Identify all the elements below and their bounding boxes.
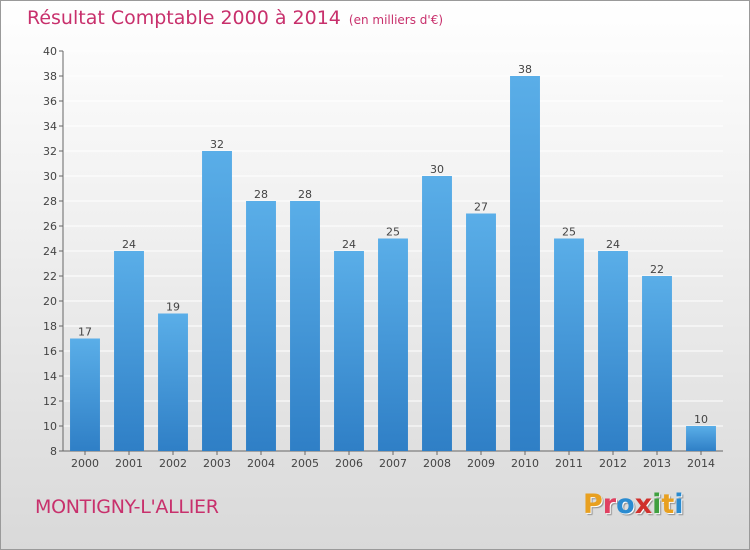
bar xyxy=(70,338,100,451)
bar xyxy=(686,426,716,451)
bar xyxy=(422,176,452,451)
bar-value-label: 30 xyxy=(430,163,444,176)
bar-value-label: 24 xyxy=(342,238,356,251)
commune-name: MONTIGNY-L'ALLIER xyxy=(35,496,219,518)
y-tick-label: 40 xyxy=(43,45,57,58)
bar-value-label: 17 xyxy=(78,326,92,339)
x-tick-label: 2004 xyxy=(247,457,275,470)
x-tick-label: 2012 xyxy=(599,457,627,470)
bar-value-label: 25 xyxy=(562,226,576,239)
logo-letter: i xyxy=(674,489,684,520)
x-tick-label: 2008 xyxy=(423,457,451,470)
bar xyxy=(510,76,540,451)
x-tick-label: 2000 xyxy=(71,457,99,470)
bar xyxy=(246,201,276,451)
y-tick-label: 24 xyxy=(43,245,57,258)
bar xyxy=(202,151,232,451)
bar-value-label: 19 xyxy=(166,301,180,314)
x-tick-label: 2010 xyxy=(511,457,539,470)
bar xyxy=(554,238,584,451)
x-tick-label: 2011 xyxy=(555,457,583,470)
y-tick-label: 8 xyxy=(50,445,57,458)
x-tick-label: 2003 xyxy=(203,457,231,470)
bar xyxy=(642,276,672,451)
x-tick-label: 2002 xyxy=(159,457,187,470)
y-tick-label: 20 xyxy=(43,295,57,308)
x-tick-label: 2007 xyxy=(379,457,407,470)
x-tick-label: 2001 xyxy=(115,457,143,470)
y-tick-label: 16 xyxy=(43,345,57,358)
y-tick-label: 36 xyxy=(43,95,57,108)
bar-value-label: 28 xyxy=(298,188,312,201)
proxiti-logo[interactable]: Proxiti xyxy=(583,489,684,520)
y-tick-label: 26 xyxy=(43,220,57,233)
y-tick-label: 12 xyxy=(43,395,57,408)
chart-subtitle: (en milliers d'€) xyxy=(348,13,444,27)
logo-letter: P xyxy=(583,489,603,520)
x-tick-label: 2005 xyxy=(291,457,319,470)
logo-letter: i xyxy=(652,489,662,520)
bar xyxy=(290,201,320,451)
bar-value-label: 27 xyxy=(474,201,488,214)
bar-value-label: 38 xyxy=(518,63,532,76)
y-tick-label: 14 xyxy=(43,370,57,383)
x-tick-label: 2014 xyxy=(687,457,715,470)
bar-value-label: 10 xyxy=(694,413,708,426)
bar-value-label: 22 xyxy=(650,263,664,276)
y-tick-label: 32 xyxy=(43,145,57,158)
chart-title: Résultat Comptable 2000 à 2014 (en millie… xyxy=(27,7,443,29)
x-tick-label: 2006 xyxy=(335,457,363,470)
bar xyxy=(466,213,496,451)
bars xyxy=(70,76,716,451)
bar-value-label: 24 xyxy=(122,238,136,251)
y-tick-label: 30 xyxy=(43,170,57,183)
bar xyxy=(334,251,364,451)
y-tick-label: 18 xyxy=(43,320,57,333)
y-tick-label: 34 xyxy=(43,120,57,133)
y-tick-label: 38 xyxy=(43,70,57,83)
bar xyxy=(114,251,144,451)
x-tick-label: 2013 xyxy=(643,457,671,470)
bar-value-label: 28 xyxy=(254,188,268,201)
bar xyxy=(378,238,408,451)
bar xyxy=(158,313,188,451)
y-tick-label: 22 xyxy=(43,270,57,283)
logo-letter: o xyxy=(616,489,635,520)
bar-value-label: 24 xyxy=(606,238,620,251)
bar-value-label: 32 xyxy=(210,138,224,151)
bar xyxy=(598,251,628,451)
logo-letter: t xyxy=(661,489,675,520)
y-tick-label: 28 xyxy=(43,195,57,208)
bar-value-label: 25 xyxy=(386,226,400,239)
labels: 8 10 12 14 16 18 20 22 24 26 28 30 32 34 36 38 40 17 2000 2… xyxy=(43,45,715,470)
y-tick-label: 10 xyxy=(43,420,57,433)
logo-letter: x xyxy=(634,489,653,520)
title-text: Résultat Comptable 2000 à 2014 xyxy=(27,7,341,29)
logo-letter: r xyxy=(602,489,617,520)
x-tick-label: 2009 xyxy=(467,457,495,470)
